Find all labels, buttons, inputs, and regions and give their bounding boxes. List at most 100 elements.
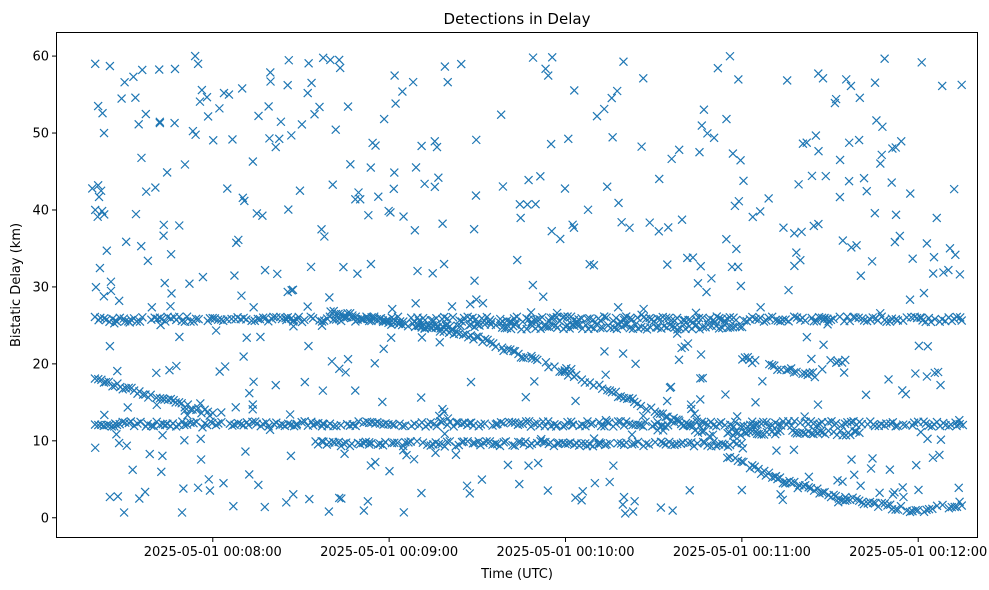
detection-point bbox=[870, 208, 880, 218]
detection-point bbox=[771, 471, 781, 481]
detection-point bbox=[386, 208, 395, 217]
detection-point bbox=[738, 443, 748, 453]
detection-point bbox=[447, 301, 457, 311]
detection-point bbox=[633, 437, 643, 447]
detection-point bbox=[191, 130, 201, 140]
detection-point bbox=[345, 159, 355, 169]
detection-point bbox=[442, 437, 452, 447]
detection-point bbox=[548, 313, 558, 323]
detection-point bbox=[297, 417, 307, 427]
detection-point bbox=[106, 286, 116, 296]
detection-point bbox=[934, 450, 944, 460]
detection-point bbox=[612, 86, 622, 96]
detection-point bbox=[96, 186, 106, 196]
detection-point bbox=[367, 312, 377, 322]
detection-point bbox=[838, 236, 848, 246]
detection-point bbox=[426, 441, 436, 451]
detection-point bbox=[721, 234, 731, 244]
detection-point bbox=[151, 368, 161, 378]
detection-point bbox=[366, 163, 376, 173]
detection-point bbox=[252, 208, 262, 218]
detection-point bbox=[693, 278, 703, 288]
detection-point bbox=[529, 419, 539, 429]
detection-point bbox=[854, 428, 864, 438]
detection-point bbox=[166, 394, 176, 404]
detection-point bbox=[179, 435, 189, 445]
detection-point bbox=[128, 72, 138, 82]
detection-point bbox=[949, 184, 959, 194]
detection-point bbox=[354, 188, 363, 197]
detection-point bbox=[560, 184, 570, 193]
detection-point bbox=[499, 437, 509, 447]
detection-point bbox=[432, 421, 442, 431]
detection-point bbox=[661, 313, 671, 323]
detection-point bbox=[764, 313, 774, 323]
detection-point bbox=[408, 77, 418, 87]
detection-point bbox=[438, 404, 447, 414]
detection-point bbox=[146, 390, 156, 400]
detection-point bbox=[784, 365, 793, 375]
detection-point bbox=[214, 103, 224, 113]
detection-point bbox=[441, 320, 451, 330]
detection-point bbox=[348, 420, 358, 429]
detection-point bbox=[630, 320, 640, 330]
detection-point bbox=[612, 324, 622, 334]
detection-point bbox=[543, 71, 553, 80]
detection-point bbox=[937, 81, 947, 91]
detection-point bbox=[109, 422, 119, 431]
detection-point bbox=[813, 219, 823, 229]
detection-point bbox=[730, 417, 740, 427]
detection-point bbox=[709, 133, 719, 143]
detection-point bbox=[916, 427, 926, 437]
detection-point bbox=[891, 505, 901, 514]
detection-point bbox=[253, 480, 263, 490]
detection-point bbox=[651, 322, 661, 332]
detection-point bbox=[908, 421, 918, 430]
detection-point bbox=[399, 507, 409, 517]
detection-point bbox=[750, 355, 760, 365]
detection-point bbox=[846, 243, 856, 252]
detection-point bbox=[315, 102, 324, 112]
detection-point bbox=[852, 240, 861, 250]
detection-point bbox=[536, 434, 546, 444]
detection-point bbox=[145, 449, 155, 459]
detection-point bbox=[769, 361, 779, 371]
detection-point bbox=[147, 302, 157, 312]
detection-point bbox=[569, 223, 579, 233]
detection-point bbox=[431, 448, 440, 458]
detection-point bbox=[512, 255, 522, 265]
detection-point bbox=[627, 430, 637, 440]
detection-point bbox=[414, 321, 423, 331]
detection-point bbox=[711, 441, 721, 451]
detection-point bbox=[224, 90, 234, 100]
detection-point bbox=[737, 322, 747, 332]
detection-point bbox=[595, 323, 605, 333]
detection-point bbox=[922, 372, 932, 381]
detection-point bbox=[409, 454, 419, 464]
detection-point bbox=[295, 186, 305, 196]
detection-point bbox=[292, 420, 301, 430]
detection-point bbox=[905, 507, 915, 517]
detection-point bbox=[577, 439, 586, 448]
detection-point bbox=[389, 438, 399, 448]
detection-point bbox=[798, 481, 808, 491]
detection-point bbox=[202, 92, 212, 102]
detection-point bbox=[716, 417, 726, 427]
detection-point bbox=[247, 417, 257, 427]
detection-point bbox=[208, 313, 218, 323]
detection-point bbox=[728, 322, 738, 332]
detection-point bbox=[368, 138, 378, 148]
detection-point bbox=[563, 417, 572, 427]
detection-point bbox=[439, 259, 449, 269]
detection-point bbox=[950, 250, 960, 260]
detection-point bbox=[485, 338, 495, 347]
detection-point bbox=[607, 387, 617, 397]
detection-point bbox=[666, 382, 676, 392]
detection-point bbox=[895, 231, 905, 241]
detection-point bbox=[247, 316, 257, 326]
detection-point bbox=[490, 439, 500, 449]
detection-point bbox=[954, 483, 964, 493]
detection-point bbox=[428, 268, 438, 278]
detection-point bbox=[474, 332, 484, 342]
detection-point bbox=[622, 320, 632, 329]
